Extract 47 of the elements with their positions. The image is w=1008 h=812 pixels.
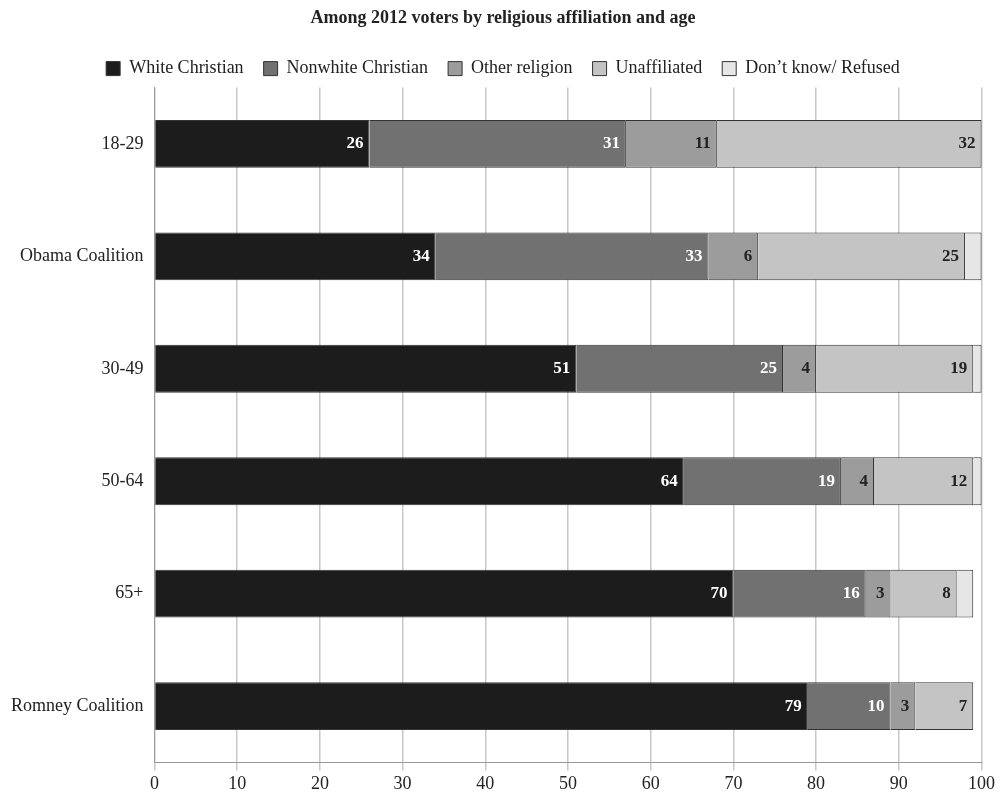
y-tick-label: 30-49 [101,357,144,378]
legend-label: Unaffiliated [615,57,703,78]
data-label: 19 [817,470,835,490]
data-label: 19 [950,358,968,378]
data-label: 31 [602,133,620,153]
y-tick-label: 18-29 [101,132,144,153]
x-tick-label: 50 [559,772,577,793]
data-label: 12 [950,470,968,490]
y-tick-label: 65+ [115,582,144,603]
legend-label: Nonwhite Christian [286,57,429,78]
legend-label: Don’t know/ Refused [745,57,900,78]
y-tick-label: Obama Coalition [20,245,144,266]
x-tick-label: 0 [150,772,159,793]
data-label: 25 [760,358,778,378]
data-label: 3 [900,695,910,715]
x-tick-label: 70 [724,772,743,793]
data-label: 7 [958,695,968,715]
data-label: 25 [941,245,959,265]
data-label: 79 [784,695,802,715]
data-label: 33 [685,245,703,265]
chart-title: Among 2012 voters by religious affiliation and age [310,7,696,28]
x-tick-label: 90 [889,772,908,793]
x-tick-label: 10 [228,772,247,793]
legend-label: White Christian [129,57,244,78]
y-tick-label: Romney Coalition [11,694,144,715]
x-tick-label: 30 [393,772,412,793]
data-label: 70 [710,583,728,603]
data-label: 6 [743,245,753,265]
data-label: 34 [412,245,431,265]
data-label: 3 [876,583,885,603]
data-label: 16 [842,583,860,603]
x-tick-label: 100 [968,772,995,793]
x-tick-label: 20 [310,772,329,793]
y-tick-label: 50-64 [101,469,144,490]
data-label: 51 [553,358,571,378]
x-tick-label: 80 [807,772,826,793]
data-label: 10 [867,695,885,715]
x-tick-label: 40 [476,772,495,793]
legend-label: Other religion [471,57,573,78]
data-label: 11 [694,133,711,153]
data-label: 4 [859,470,869,490]
x-tick-label: 60 [641,772,660,793]
data-label: 32 [958,133,976,153]
data-label: 8 [942,583,951,603]
data-label: 64 [660,470,679,490]
data-label: 26 [346,133,364,153]
data-label: 4 [801,358,811,378]
